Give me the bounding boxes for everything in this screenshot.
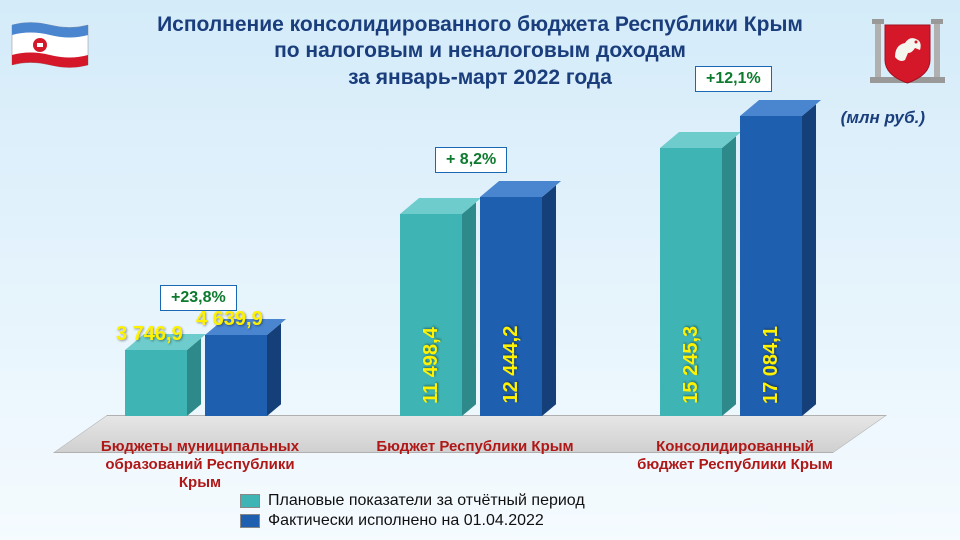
category-label: Консолидированный бюджет Республики Крым	[630, 438, 840, 474]
pct-label: + 8,2%	[435, 147, 507, 173]
legend-item-fact: Фактически исполнено на 01.04.2022	[240, 512, 585, 530]
bar-value: 17 084,1	[760, 124, 783, 404]
legend-swatch-plan	[240, 494, 260, 508]
category-label: Бюджет Республики Крым	[370, 438, 580, 456]
bar-value: 4 639,9	[196, 308, 263, 331]
legend-item-plan: Плановые показатели за отчётный период	[240, 492, 585, 510]
bar-chart: 3 746,9 4 639,9+23,8% 11 498,4 12 444,2 + 8,…	[70, 110, 870, 430]
bar-value: 3 746,9	[116, 323, 183, 346]
legend: Плановые показатели за отчётный период Ф…	[240, 492, 585, 532]
category-label: Бюджеты муниципальных образований Респуб…	[95, 438, 305, 492]
bar-value: 15 245,3	[680, 156, 703, 404]
title-line-1: Исполнение консолидированного бюджета Ре…	[120, 12, 840, 38]
legend-label-fact: Фактически исполнено на 01.04.2022	[268, 512, 544, 530]
bar-value: 12 444,2	[500, 205, 523, 404]
legend-swatch-fact	[240, 514, 260, 528]
title-line-2: по налоговым и неналоговым доходам	[120, 38, 840, 64]
bar-value: 11 498,4	[420, 222, 443, 404]
pct-label: +12,1%	[695, 66, 772, 92]
crimea-flag-icon	[10, 20, 90, 75]
crimea-emblem-icon	[870, 15, 945, 90]
pct-label: +23,8%	[160, 285, 237, 311]
legend-label-plan: Плановые показатели за отчётный период	[268, 492, 585, 510]
